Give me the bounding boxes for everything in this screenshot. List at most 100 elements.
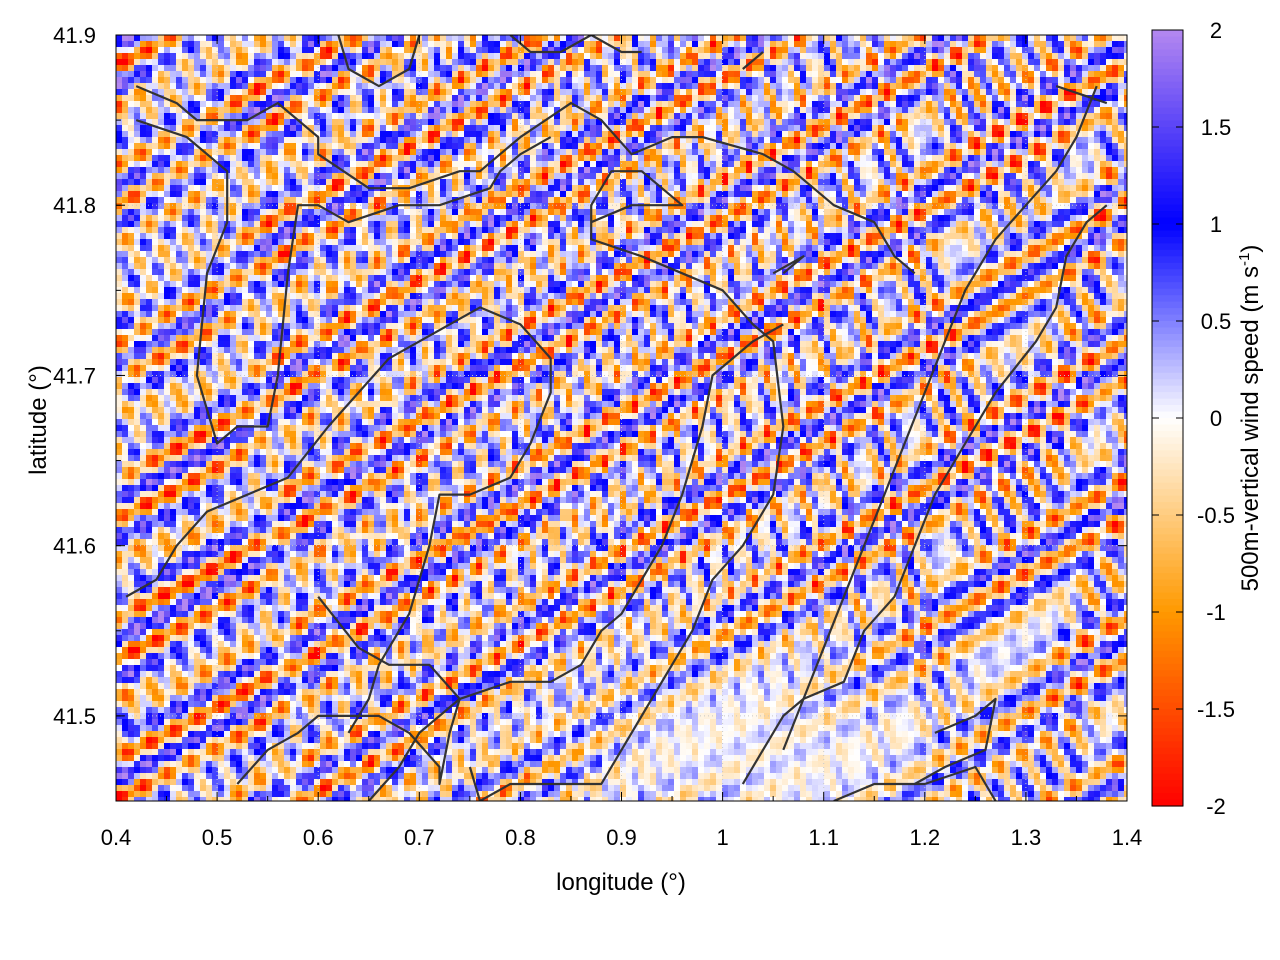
- heat-cell: [1004, 155, 1010, 161]
- heat-cell: [644, 77, 650, 83]
- heat-cell: [824, 173, 830, 179]
- heat-cell: [182, 113, 188, 119]
- heat-cell: [830, 161, 836, 167]
- heat-cell: [248, 137, 254, 143]
- heat-cell: [620, 107, 626, 113]
- heat-cell: [332, 203, 338, 209]
- heat-cell: [290, 209, 296, 215]
- heat-cell: [542, 155, 548, 161]
- heat-cell: [278, 119, 284, 125]
- heat-cell: [380, 197, 386, 203]
- heat-cell: [254, 59, 260, 65]
- heat-cell: [530, 35, 536, 41]
- heat-cell: [572, 89, 578, 95]
- heat-cell: [710, 65, 716, 71]
- heat-cell: [860, 167, 866, 173]
- heat-cell: [428, 41, 434, 47]
- heat-cell: [1082, 83, 1088, 89]
- heat-cell: [890, 125, 896, 131]
- heat-cell: [1082, 41, 1088, 47]
- heat-cell: [776, 77, 782, 83]
- heat-cell: [1076, 71, 1082, 77]
- heat-cell: [518, 197, 524, 203]
- heat-cell: [554, 71, 560, 77]
- heat-cell: [926, 149, 932, 155]
- heat-cell: [260, 47, 266, 53]
- heat-cell: [140, 179, 146, 185]
- heat-cell: [974, 149, 980, 155]
- heat-cell: [506, 131, 512, 137]
- heat-cell: [218, 113, 224, 119]
- heat-cell: [590, 77, 596, 83]
- heat-cell: [698, 53, 704, 59]
- heat-cell: [1046, 65, 1052, 71]
- heat-cell: [686, 71, 692, 77]
- heat-cell: [458, 59, 464, 65]
- heat-cell: [164, 107, 170, 113]
- heat-cell: [290, 119, 296, 125]
- heat-cell: [512, 167, 518, 173]
- heat-cell: [386, 59, 392, 65]
- heat-cell: [632, 179, 638, 185]
- heat-cell: [1004, 59, 1010, 65]
- heat-cell: [620, 131, 626, 137]
- heat-cell: [908, 89, 914, 95]
- heat-cell: [584, 71, 590, 77]
- heat-cell: [434, 59, 440, 65]
- heat-cell: [632, 53, 638, 59]
- heat-cell: [170, 47, 176, 53]
- heat-cell: [344, 95, 350, 101]
- heat-cell: [878, 197, 884, 203]
- heat-cell: [698, 83, 704, 89]
- heat-cell: [518, 161, 524, 167]
- heat-cell: [746, 179, 752, 185]
- heat-cell: [254, 71, 260, 77]
- heat-cell: [968, 131, 974, 137]
- heat-cell: [680, 95, 686, 101]
- heat-cell: [950, 41, 956, 47]
- heat-cell: [584, 209, 590, 215]
- heat-cell: [512, 65, 518, 71]
- heat-cell: [800, 125, 806, 131]
- heat-cell: [326, 125, 332, 131]
- heat-cell: [638, 101, 644, 107]
- heat-cell: [1100, 35, 1106, 41]
- heat-cell: [1106, 107, 1112, 113]
- heat-cell: [866, 71, 872, 77]
- heat-cell: [644, 119, 650, 125]
- heat-cell: [998, 173, 1004, 179]
- heat-cell: [884, 77, 890, 83]
- heat-cell: [458, 41, 464, 47]
- heat-cell: [644, 185, 650, 191]
- heat-cell: [224, 107, 230, 113]
- heat-cell: [974, 203, 980, 209]
- heat-cell: [386, 179, 392, 185]
- heat-cell: [674, 191, 680, 197]
- heat-cell: [1076, 83, 1082, 89]
- heat-cell: [206, 113, 212, 119]
- heat-cell: [914, 113, 920, 119]
- heat-cell: [824, 179, 830, 185]
- heat-cell: [1070, 77, 1076, 83]
- heat-cell: [662, 179, 668, 185]
- heat-cell: [728, 155, 734, 161]
- heat-cell: [728, 197, 734, 203]
- heat-cell: [422, 143, 428, 149]
- heat-cell: [830, 173, 836, 179]
- heat-cell: [932, 149, 938, 155]
- heat-cell: [728, 167, 734, 173]
- heat-cell: [626, 185, 632, 191]
- heat-cell: [530, 53, 536, 59]
- heat-cell: [1076, 191, 1082, 197]
- heat-cell: [440, 131, 446, 137]
- heat-cell: [200, 53, 206, 59]
- heat-cell: [566, 59, 572, 65]
- heat-cell: [338, 77, 344, 83]
- heat-cell: [1034, 143, 1040, 149]
- heat-cell: [1070, 197, 1076, 203]
- heat-cell: [494, 209, 500, 215]
- heat-cell: [1058, 137, 1064, 143]
- heat-cell: [1076, 197, 1082, 203]
- heat-cell: [116, 107, 122, 113]
- heat-cell: [902, 89, 908, 95]
